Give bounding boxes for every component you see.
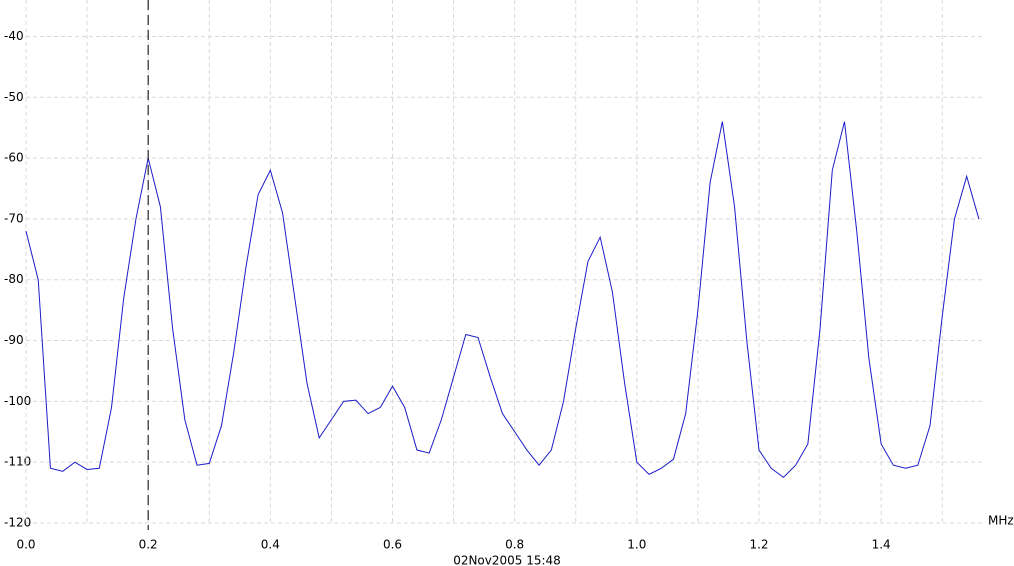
x-tick-label: 0.0 (16, 538, 35, 552)
x-tick-label: 0.8 (505, 538, 524, 552)
y-tick-label: -40 (4, 29, 24, 43)
y-tick-label: -70 (4, 211, 24, 225)
x-tick-label: 0.2 (139, 538, 158, 552)
x-tick-label: 1.0 (627, 538, 646, 552)
y-tick-label: -60 (4, 151, 24, 165)
y-tick-label: -80 (4, 272, 24, 286)
y-tick-label: -110 (4, 455, 31, 469)
spectrum-line (25, 121, 980, 479)
x-tick-label: 0.6 (383, 538, 402, 552)
x-tick-label: 0.4 (261, 538, 280, 552)
y-tick-label: -120 (4, 516, 31, 530)
x-axis-unit: MHz (988, 514, 1014, 528)
y-tick-label: -100 (4, 394, 31, 408)
y-tick-label: -50 (4, 90, 24, 104)
y-tick-label: -90 (4, 333, 24, 347)
x-tick-label: 1.4 (872, 538, 891, 552)
timestamp: 02Nov2005 15:48 (453, 554, 561, 566)
x-tick-label: 1.2 (749, 538, 768, 552)
